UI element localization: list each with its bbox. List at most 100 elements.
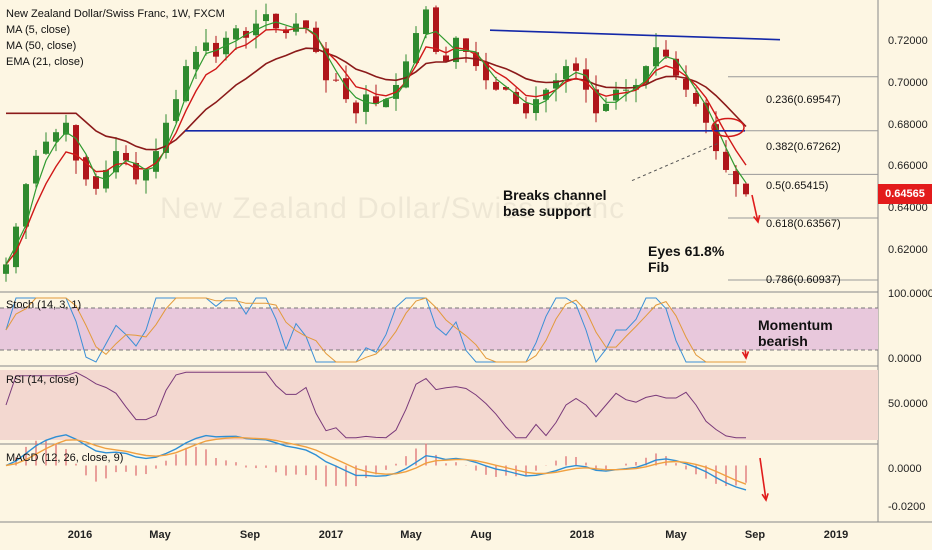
- candle-body: [423, 9, 429, 35]
- x-tick-may-2016: May: [149, 529, 171, 541]
- x-tick-sep-2016: Sep: [239, 529, 261, 541]
- candle-body: [333, 79, 339, 81]
- candle-body: [193, 51, 199, 70]
- x-tick-2018: 2018: [569, 529, 595, 541]
- candle-body: [433, 7, 439, 52]
- annotation-breaks-channel: Breaks channel base support: [503, 187, 607, 219]
- macd-arrow: [759, 457, 767, 501]
- candle-body: [743, 183, 749, 195]
- chart-title: New Zealand Dollar/Swiss Franc, 1W, FXCM: [6, 8, 225, 20]
- candle-body: [323, 48, 329, 81]
- candle-body: [713, 124, 719, 152]
- fib-label-05: 0.5(0.65415): [766, 180, 829, 192]
- ma5-line: [5, 21, 747, 265]
- candle-body: [373, 96, 379, 104]
- candle-body: [413, 33, 419, 63]
- y-tick-066: 0.66000: [888, 160, 928, 172]
- candle-body: [463, 38, 469, 52]
- rsi-line: [5, 371, 746, 439]
- stoch-arrow-head: [741, 351, 750, 360]
- indicator-ma5: MA (5, close): [6, 24, 71, 36]
- y-tick-070: 0.70000: [888, 77, 928, 89]
- stoch-d-line: [5, 297, 746, 363]
- candle-body: [643, 66, 649, 84]
- highlight-ellipse: [711, 117, 745, 138]
- fib-label-0236: 0.236(0.69547): [766, 94, 841, 106]
- candle-body: [513, 91, 519, 104]
- stoch-tick-100: 100.0000: [888, 288, 932, 300]
- candle-body: [13, 226, 19, 268]
- candle-body: [703, 102, 709, 123]
- candle-body: [93, 176, 99, 189]
- stoch-k-line: [5, 297, 746, 364]
- candle-body: [363, 94, 369, 112]
- candle-body: [383, 99, 389, 108]
- channel-top-line: [489, 29, 781, 41]
- stoch-tick-0: 0.0000: [888, 353, 922, 365]
- candle-body: [153, 151, 159, 172]
- annotation-eyes-fib: Eyes 61.8% Fib: [648, 243, 725, 275]
- candle-body: [483, 63, 489, 81]
- candle-body: [133, 162, 139, 180]
- x-tick-2017: 2017: [318, 529, 344, 541]
- candle-body: [603, 103, 609, 111]
- macd-signal-line: [5, 436, 747, 485]
- candle-body: [443, 55, 449, 62]
- price-arrow: [751, 194, 759, 223]
- indicator-ma50: MA (50, close): [6, 40, 77, 52]
- candle-body: [143, 169, 149, 181]
- macd-tick-0: 0.0000: [888, 463, 922, 475]
- x-tick-2016: 2016: [67, 529, 93, 541]
- candle-body: [733, 171, 739, 185]
- candle-body: [403, 61, 409, 88]
- x-tick-sep-2018: Sep: [744, 529, 766, 541]
- candle-body: [563, 66, 569, 80]
- candle-body: [593, 89, 599, 114]
- candle-body: [573, 63, 579, 71]
- candle-body: [553, 80, 559, 89]
- candle-body: [83, 157, 89, 180]
- candle-body: [673, 58, 679, 76]
- annotation-momentum-bearish: Momentum bearish: [758, 317, 833, 349]
- candle-body: [723, 151, 729, 170]
- macd-arrow-head: [761, 493, 769, 502]
- macd-tick-neg002: -0.0200: [888, 501, 926, 513]
- candle-body: [273, 13, 279, 29]
- candle-body: [663, 49, 669, 57]
- candle-body: [43, 141, 49, 154]
- candle-body: [63, 122, 69, 135]
- candle-body: [493, 81, 499, 90]
- candle-body: [613, 89, 619, 101]
- candle-body: [113, 151, 119, 173]
- candle-body: [693, 92, 699, 104]
- ma50-line: [6, 47, 747, 151]
- y-tick-072: 0.72000: [888, 35, 928, 47]
- fib-label-0382: 0.382(0.67262): [766, 141, 841, 153]
- candle-body: [163, 122, 169, 153]
- candle-body: [183, 66, 189, 102]
- y-tick-062: 0.62000: [888, 244, 928, 256]
- price-arrow-head: [753, 215, 761, 224]
- x-tick-may-2018: May: [665, 529, 687, 541]
- x-tick-may-2017: May: [400, 529, 422, 541]
- main-legend: New Zealand Dollar/Swiss Franc, 1W, FXCM…: [6, 6, 225, 70]
- candle-body: [533, 99, 539, 114]
- stoch-title: Stoch (14, 3, 1): [6, 299, 82, 311]
- y-tick-064: 0.64000: [888, 202, 928, 214]
- candle-body: [683, 78, 689, 90]
- last-price-badge: 0.64565: [878, 184, 932, 204]
- candle-body: [503, 87, 509, 90]
- candle-body: [623, 89, 629, 91]
- candle-body: [203, 42, 209, 51]
- candle-body: [263, 14, 269, 22]
- candle-body: [173, 99, 179, 121]
- chart-watermark: New Zealand Dollar/Swiss Franc: [160, 192, 626, 225]
- rsi-tick-50: 50.0000: [888, 398, 928, 410]
- indicator-ema21: EMA (21, close): [6, 56, 84, 68]
- y-tick-068: 0.68000: [888, 119, 928, 131]
- x-tick-aug-2017: Aug: [470, 529, 492, 541]
- candle-body: [303, 20, 309, 29]
- rsi-title: RSI (14, close): [6, 374, 79, 386]
- macd-title: MACD (12, 26, close, 9): [6, 452, 124, 464]
